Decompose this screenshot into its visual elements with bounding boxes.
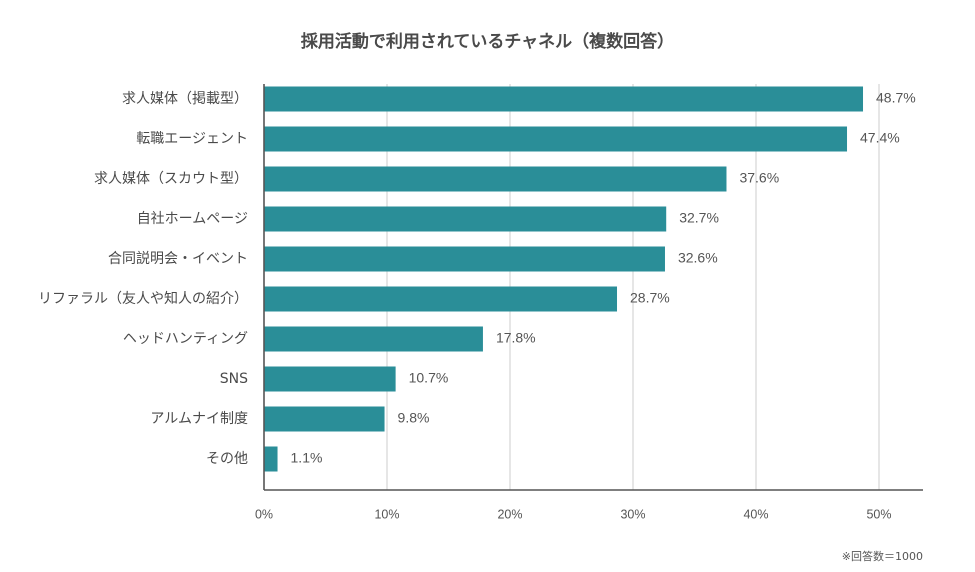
- bar: [264, 366, 396, 392]
- category-label: 転職エージェント: [136, 131, 248, 147]
- category-label: 合同説明会・イベント: [108, 251, 248, 267]
- category-label: アルムナイ制度: [150, 411, 248, 427]
- x-tick-label: 50%: [866, 507, 891, 521]
- category-label: 求人媒体（スカウト型）: [94, 171, 248, 187]
- x-tick-label: 20%: [497, 507, 522, 521]
- value-label: 32.7%: [679, 210, 719, 226]
- value-label: 48.7%: [876, 90, 916, 106]
- value-label: 1.1%: [291, 450, 323, 466]
- x-tick-label: 10%: [374, 507, 399, 521]
- bar: [264, 126, 848, 152]
- bar: [264, 326, 483, 352]
- value-label: 10.7%: [409, 370, 449, 386]
- value-label: 17.8%: [496, 330, 536, 346]
- category-label: 求人媒体（掲載型）: [122, 91, 248, 107]
- value-label: 37.6%: [739, 170, 779, 186]
- chart-title: 採用活動で利用されているチャネル（複数回答）: [300, 32, 675, 52]
- bar: [264, 286, 618, 312]
- category-label: SNS: [220, 371, 248, 387]
- bar: [264, 246, 665, 272]
- value-label: 47.4%: [860, 130, 900, 146]
- bar: [264, 86, 864, 112]
- bar: [264, 206, 667, 232]
- x-tick-label: 40%: [743, 507, 768, 521]
- category-label: リファラル（友人や知人の紹介）: [38, 290, 248, 307]
- value-label: 32.6%: [678, 250, 718, 266]
- value-label: 9.8%: [398, 410, 430, 426]
- footnote: ※回答数＝1000: [841, 550, 923, 563]
- category-label: 自社ホームページ: [137, 211, 248, 227]
- bar: [264, 446, 278, 472]
- bar: [264, 406, 385, 432]
- x-tick-label: 0%: [255, 507, 273, 521]
- category-label: ヘッドハンティング: [123, 331, 248, 347]
- bar: [264, 166, 727, 192]
- x-tick-label: 30%: [620, 507, 645, 521]
- category-label: その他: [206, 451, 248, 467]
- value-label: 28.7%: [630, 290, 670, 306]
